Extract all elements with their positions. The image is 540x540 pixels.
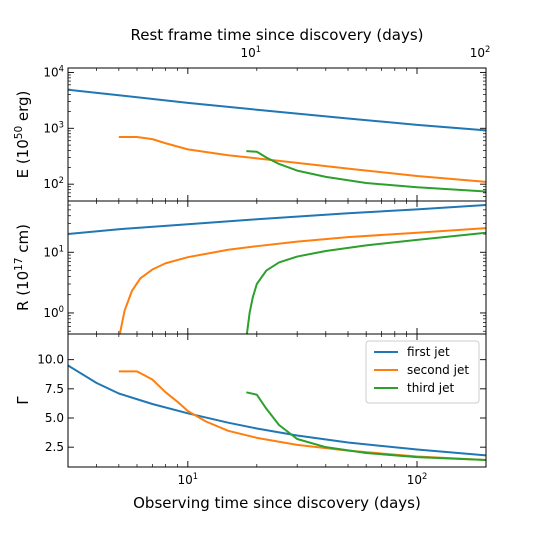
y-tick-label: 100	[43, 304, 64, 320]
y-tick-label: 7.5	[45, 382, 64, 396]
legend-label: first jet	[407, 345, 450, 359]
panel-frame	[67, 333, 487, 468]
top-x-tick-label: 101	[241, 44, 262, 60]
panel-frame	[67, 67, 487, 202]
legend-label: third jet	[407, 381, 455, 395]
panel-energy: 102 103 104 E (1050 erg)	[13, 63, 487, 202]
series-line-first-jet	[68, 364, 486, 457]
y-tick-label: 10.0	[37, 353, 64, 367]
legend: first jet second jet third jet	[365, 340, 480, 404]
series-line-third-jet	[246, 391, 486, 461]
series-line-third-jet	[245, 231, 486, 334]
y-tick-label: 101	[43, 243, 64, 259]
y-axis-label-energy: E (1050 erg)	[13, 91, 32, 179]
panel-frame	[67, 200, 487, 335]
series-line-first-jet	[68, 88, 486, 132]
series-line-first-jet	[68, 204, 486, 236]
x-tick-label: 101	[178, 471, 199, 487]
legend-label: second jet	[407, 363, 469, 377]
x-axis-title: Observing time since discovery (days)	[133, 494, 421, 512]
panel-radius: 100 101 R (1017 cm)	[13, 200, 487, 335]
x-tick-label: 102	[407, 471, 428, 487]
top-axis-title: Rest frame time since discovery (days)	[130, 26, 423, 44]
y-tick-label: 104	[43, 63, 64, 79]
series-line-third-jet	[246, 150, 486, 193]
series-line-second-jet	[118, 135, 486, 183]
y-tick-label: 5.0	[45, 411, 64, 425]
series-line-second-jet	[118, 227, 486, 334]
top-x-tick-label: 102	[470, 44, 491, 60]
y-tick-label: 103	[43, 119, 64, 135]
y-axis-label-radius: R (1017 cm)	[13, 224, 32, 311]
y-tick-label: 102	[43, 175, 64, 191]
y-tick-label: 2.5	[45, 440, 64, 454]
y-axis-label-lorentz: Γ	[14, 396, 32, 405]
